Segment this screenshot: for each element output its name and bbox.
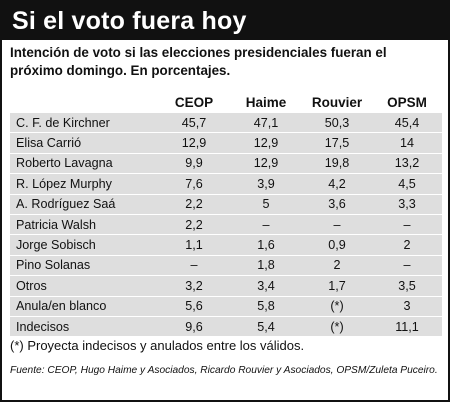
value-haime: 5,8	[230, 296, 302, 317]
table-row: R. López Murphy 7,6 3,9 4,2 4,5	[10, 173, 442, 195]
value-opsm: 3,3	[372, 194, 442, 215]
value-rouvier: 4,2	[302, 173, 372, 195]
subtitle: Intención de voto si las elecciones pres…	[10, 45, 387, 78]
value-rouvier: –	[302, 214, 372, 235]
value-rouvier: 19,8	[302, 153, 372, 174]
value-ceop: 5,6	[158, 296, 230, 317]
value-opsm: 4,5	[372, 173, 442, 195]
header-ceop: CEOP	[174, 94, 214, 110]
candidate-name: Elisa Carrió	[10, 132, 158, 154]
table-row: Elisa Carrió 12,9 12,9 17,5 14	[10, 132, 442, 154]
header-opsm: OPSM	[387, 94, 427, 110]
value-opsm: 2	[372, 234, 442, 256]
table-row: A. Rodríguez Saá 2,2 5 3,6 3,3	[10, 194, 442, 215]
candidate-name: Anula/en blanco	[10, 296, 158, 317]
value-opsm: 45,4	[372, 112, 442, 133]
value-haime: 3,9	[230, 173, 302, 195]
table-row: Pino Solanas – 1,8 2 –	[10, 255, 442, 276]
value-ceop: –	[158, 255, 230, 276]
candidate-name: Jorge Sobisch	[10, 234, 158, 256]
header-candidate	[10, 92, 158, 113]
value-ceop: 7,6	[158, 173, 230, 195]
title-bar: Si el voto fuera hoy	[2, 2, 448, 40]
value-haime: 12,9	[230, 153, 302, 174]
value-ceop: 1,1	[158, 234, 230, 256]
value-haime: 5,4	[230, 316, 302, 337]
table-row: Anula/en blanco 5,6 5,8 (*) 3	[10, 296, 442, 317]
table-row: Jorge Sobisch 1,1 1,6 0,9 2	[10, 234, 442, 256]
value-opsm: 3	[372, 296, 442, 317]
candidate-name: A. Rodríguez Saá	[10, 194, 158, 215]
value-ceop: 2,2	[158, 194, 230, 215]
value-haime: 5	[230, 194, 302, 215]
table-row: C. F. de Kirchner 45,7 47,1 50,3 45,4	[10, 112, 442, 133]
candidate-name: Roberto Lavagna	[10, 153, 158, 174]
results-table: CEOP Haime Rouvier OPSM C. F. de Kirchne…	[10, 92, 442, 337]
candidate-name: C. F. de Kirchner	[10, 112, 158, 133]
value-haime: 1,6	[230, 234, 302, 256]
value-haime: 3,4	[230, 275, 302, 297]
value-rouvier: 2	[302, 255, 372, 276]
value-opsm: 14	[372, 132, 442, 154]
value-rouvier: 1,7	[302, 275, 372, 297]
value-opsm: –	[372, 255, 442, 276]
table-row: Otros 3,2 3,4 1,7 3,5	[10, 275, 442, 297]
value-opsm: 3,5	[372, 275, 442, 297]
header-rouvier: Rouvier	[311, 94, 363, 110]
value-rouvier: 50,3	[302, 112, 372, 133]
value-rouvier: 0,9	[302, 234, 372, 256]
source-credit: Fuente: CEOP, Hugo Haime y Asociados, Ri…	[10, 365, 438, 376]
value-ceop: 9,9	[158, 153, 230, 174]
value-rouvier: (*)	[302, 316, 372, 337]
value-haime: 1,8	[230, 255, 302, 276]
value-rouvier: 3,6	[302, 194, 372, 215]
value-opsm: –	[372, 214, 442, 235]
value-rouvier: (*)	[302, 296, 372, 317]
candidate-name: Pino Solanas	[10, 255, 158, 276]
value-opsm: 11,1	[372, 316, 442, 337]
table-row: Roberto Lavagna 9,9 12,9 19,8 13,2	[10, 153, 442, 174]
value-ceop: 45,7	[158, 112, 230, 133]
page-title: Si el voto fuera hoy	[12, 7, 247, 35]
value-ceop: 9,6	[158, 316, 230, 337]
footnote: (*) Proyecta indecisos y anulados entre …	[10, 338, 305, 353]
candidate-name: Patricia Walsh	[10, 214, 158, 235]
table-row: Patricia Walsh 2,2 – – –	[10, 214, 442, 235]
value-opsm: 13,2	[372, 153, 442, 174]
candidate-name: Indecisos	[10, 316, 158, 337]
candidate-name: R. López Murphy	[10, 173, 158, 195]
table-row: Indecisos 9,6 5,4 (*) 11,1	[10, 316, 442, 337]
value-rouvier: 17,5	[302, 132, 372, 154]
header-row: CEOP Haime Rouvier OPSM	[10, 92, 442, 113]
value-ceop: 2,2	[158, 214, 230, 235]
value-ceop: 3,2	[158, 275, 230, 297]
candidate-name: Otros	[10, 275, 158, 297]
value-haime: 12,9	[230, 132, 302, 154]
header-haime: Haime	[245, 94, 287, 110]
value-ceop: 12,9	[158, 132, 230, 154]
value-haime: –	[230, 214, 302, 235]
value-haime: 47,1	[230, 112, 302, 133]
